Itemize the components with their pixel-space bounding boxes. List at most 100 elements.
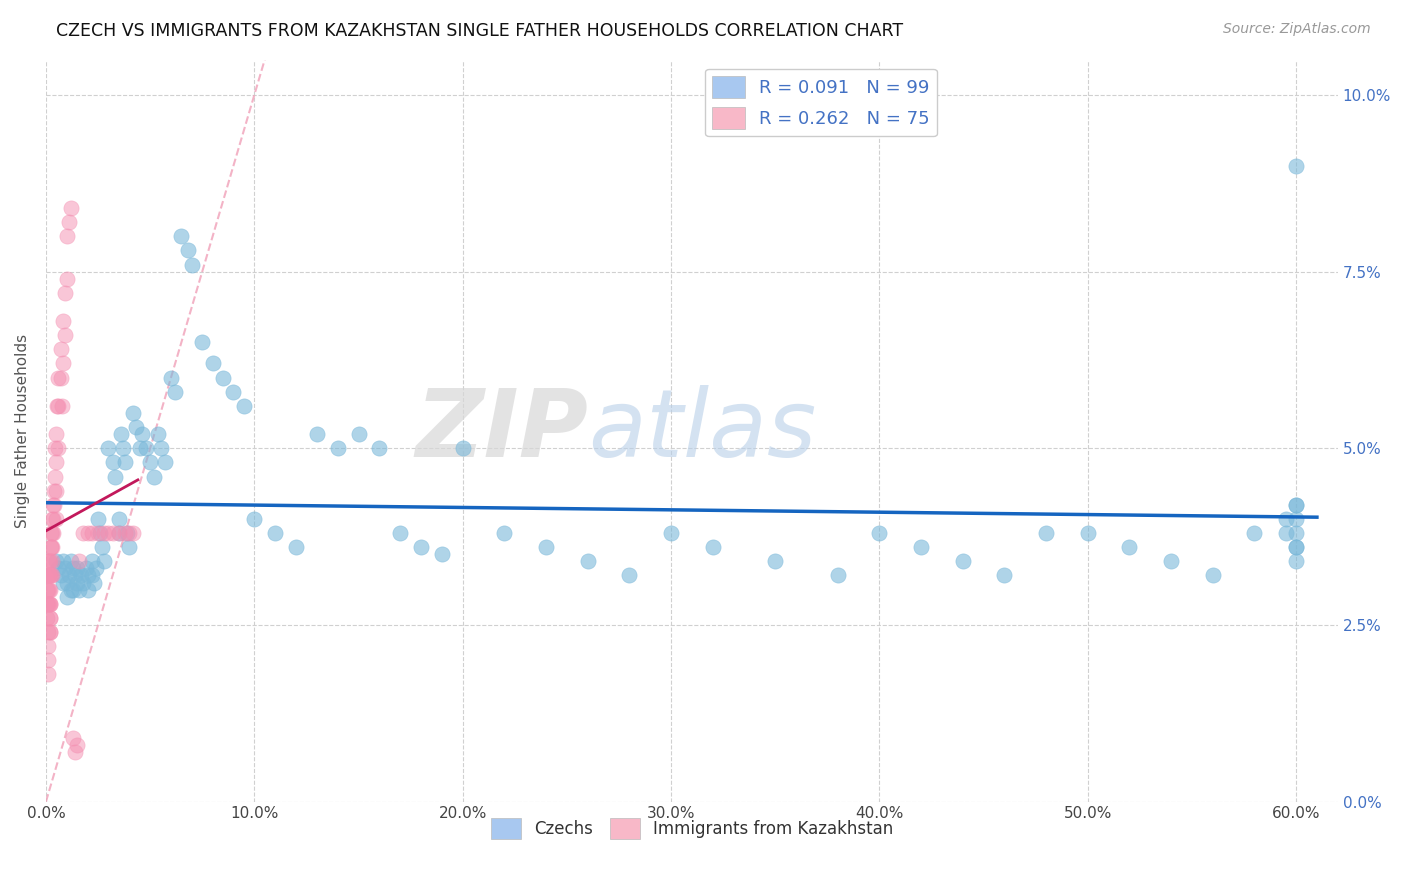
Point [118,540,141,554]
Point [39,624,62,639]
Text: atlas: atlas [589,385,817,476]
Point [51,399,73,413]
Point [619,568,641,582]
Y-axis label: Single Father Households: Single Father Households [15,334,30,528]
Point [59,554,82,568]
Point [56,590,79,604]
Point [41,512,63,526]
Point [52,356,75,370]
Point [232,399,254,413]
Point [104,469,127,483]
Point [87,526,110,541]
Point [58,568,80,582]
Point [347,427,370,442]
Point [37,624,59,639]
Point [44,442,66,456]
Point [1285,498,1308,512]
Point [72,575,94,590]
Point [108,526,131,541]
Point [326,442,349,456]
Point [45,512,67,526]
Point [176,244,198,258]
Point [112,442,135,456]
Point [160,370,183,384]
Point [131,427,153,442]
Point [170,229,193,244]
Point [38,597,60,611]
Point [97,442,120,456]
Point [38,554,60,568]
Point [45,455,67,469]
Point [49,343,72,357]
Point [114,526,136,541]
Point [38,568,60,582]
Point [243,512,266,526]
Point [222,384,245,399]
Point [80,526,103,541]
Point [1285,554,1308,568]
Point [1035,526,1057,541]
Point [952,554,974,568]
Point [1285,512,1308,526]
Point [37,611,59,625]
Point [45,427,67,442]
Point [122,406,145,420]
Point [63,568,86,582]
Point [52,554,75,568]
Point [1077,526,1099,541]
Point [201,356,224,370]
Text: Source: ZipAtlas.com: Source: ZipAtlas.com [1223,22,1371,37]
Point [101,526,124,541]
Point [285,540,308,554]
Point [115,526,138,541]
Point [1274,526,1296,541]
Point [41,568,63,582]
Point [135,442,157,456]
Point [62,731,84,745]
Point [62,561,84,575]
Point [827,568,849,582]
Point [97,526,120,541]
Point [59,201,82,215]
Point [139,455,162,469]
Point [37,597,59,611]
Point [45,483,67,498]
Legend: Czechs, Immigrants from Kazakhstan: Czechs, Immigrants from Kazakhstan [484,812,900,846]
Point [66,561,89,575]
Point [56,229,79,244]
Point [763,554,786,568]
Point [191,335,214,350]
Point [84,561,107,575]
Point [37,597,59,611]
Point [80,554,103,568]
Point [56,575,79,590]
Point [75,561,97,575]
Point [41,526,63,541]
Point [52,575,75,590]
Point [42,512,65,526]
Point [1274,512,1296,526]
Point [409,540,432,554]
Point [148,427,170,442]
Point [63,745,86,759]
Point [108,526,131,541]
Point [1285,159,1308,173]
Point [41,498,63,512]
Point [80,568,103,582]
Point [37,582,59,597]
Point [41,540,63,554]
Point [124,420,146,434]
Point [993,568,1015,582]
Point [66,738,89,752]
Point [58,215,80,229]
Point [39,624,62,639]
Point [305,427,328,442]
Text: ZIP: ZIP [416,384,589,476]
Point [37,667,59,681]
Point [53,285,76,300]
Point [76,526,98,541]
Point [66,575,89,590]
Point [44,469,66,483]
Point [37,554,59,568]
Point [118,526,141,541]
